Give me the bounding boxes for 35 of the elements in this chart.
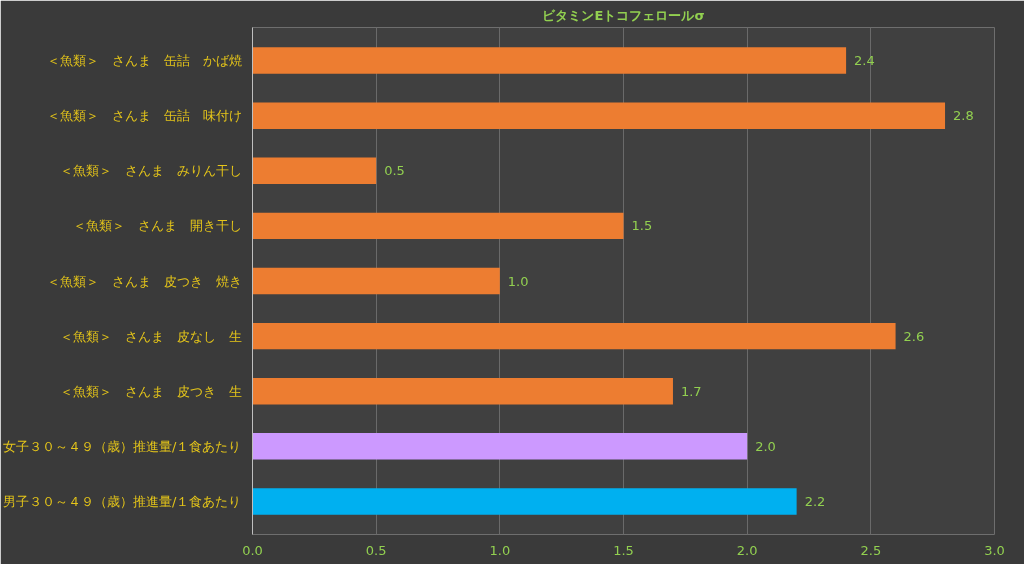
y-tick-label: ＜魚類＞ さんま 缶詰 かば焼 — [46, 53, 242, 69]
y-tick-label: ＜魚類＞ さんま 開き干し — [72, 218, 242, 234]
y-tick-label: ＜魚類＞ さんま 缶詰 味付け — [46, 108, 242, 124]
bar — [252, 488, 797, 515]
chart-title: ビタミンEトコフェロールσ — [542, 7, 705, 23]
bar — [252, 267, 500, 295]
data-label: 0.5 — [384, 163, 405, 179]
y-tick-label: ＜魚類＞ さんま みりん干し — [59, 163, 242, 179]
bar — [252, 377, 673, 405]
y-tick-label: 男子３０～４９（歳）推進量/１食あたり — [3, 493, 242, 509]
data-label: 2.4 — [854, 53, 875, 69]
bar — [252, 102, 946, 129]
data-label: 2.2 — [804, 493, 826, 509]
data-label: 2.8 — [953, 108, 974, 124]
y-tick-label: ＜魚類＞ さんま 皮なし 生 — [59, 328, 242, 344]
x-tick-label: 0.5 — [365, 542, 387, 558]
x-tick-label: 2.0 — [736, 542, 758, 558]
data-label: 1.0 — [507, 273, 529, 289]
bar — [252, 47, 847, 74]
bar — [252, 322, 896, 350]
data-label: 1.7 — [680, 383, 702, 399]
x-tick-label: 2.5 — [860, 542, 882, 558]
bar — [252, 157, 377, 185]
data-label: 2.6 — [903, 328, 925, 344]
y-tick-label: ＜魚類＞ さんま 皮つき 焼き — [46, 273, 242, 289]
x-tick-label: 1.5 — [613, 542, 634, 558]
x-tick-label: 0.0 — [242, 542, 263, 558]
bar — [252, 433, 748, 460]
y-tick-label: ＜魚類＞ さんま 皮つき 生 — [59, 383, 242, 399]
bar — [252, 212, 624, 240]
x-tick-label: 1.0 — [489, 542, 511, 558]
y-tick-label: 女子３０～４９（歳）推進量/１食あたり — [3, 438, 242, 454]
data-label: 2.0 — [755, 438, 776, 454]
x-tick-label: 3.0 — [984, 542, 1005, 558]
data-label: 1.5 — [631, 218, 653, 234]
